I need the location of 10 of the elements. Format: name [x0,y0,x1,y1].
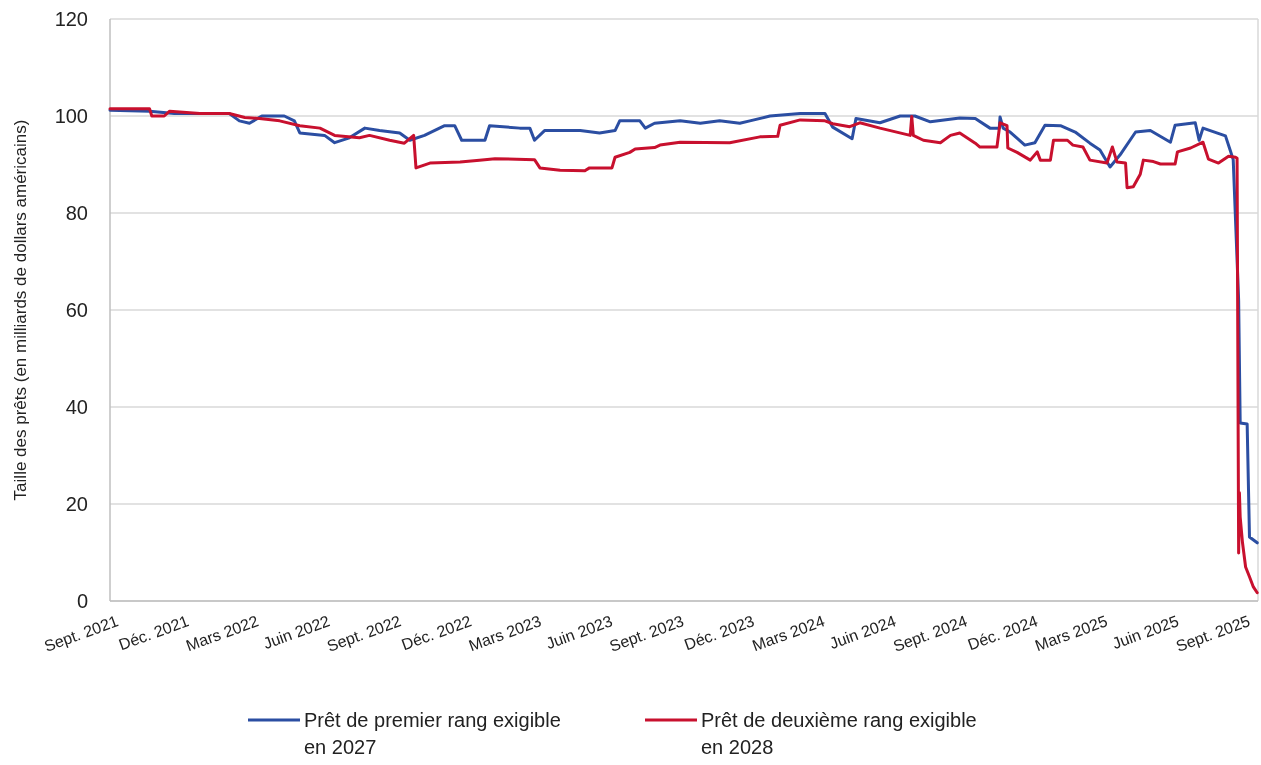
y-tick-label: 100 [54,105,88,127]
y-tick-label: 80 [65,202,88,224]
y-tick-label: 60 [65,299,88,321]
y-tick-label: 0 [76,590,88,612]
y-tick-label: 120 [54,8,88,30]
legend-label: Prêt de premier rang exigible en 2027 [304,709,561,758]
legend-label: Prêt de deuxième rang exigible en 2028 [701,709,977,758]
y-axis-title: Taille des prêts (en milliards de dollars américains) [11,119,30,501]
y-tick-label: 40 [65,396,88,418]
y-tick-label: 20 [65,493,88,515]
